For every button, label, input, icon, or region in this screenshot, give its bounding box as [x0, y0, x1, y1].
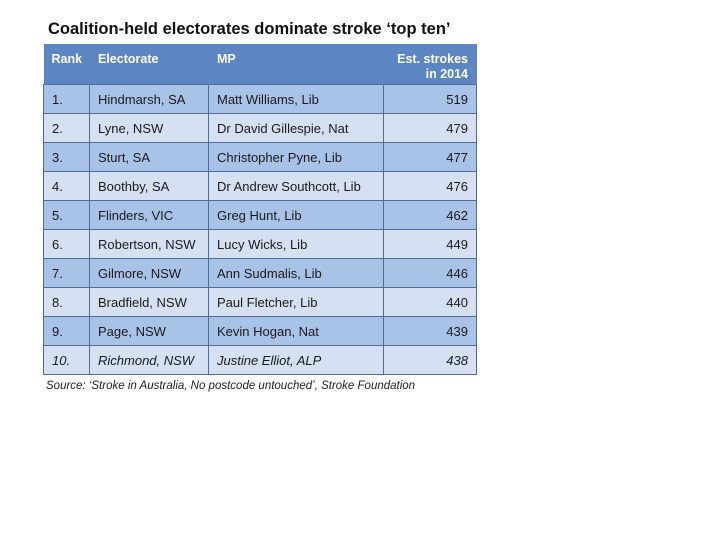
cell-mp: Paul Fletcher, Lib [208, 287, 384, 317]
cell-rank: 6. [43, 229, 90, 259]
header-rank: Rank [43, 44, 90, 85]
cell-rank: 4. [43, 171, 90, 201]
cell-electorate: Hindmarsh, SA [89, 84, 209, 114]
table-row: 8. Bradfield, NSW Paul Fletcher, Lib 440 [43, 287, 477, 317]
cell-strokes: 446 [383, 258, 477, 288]
cell-electorate: Robertson, NSW [89, 229, 209, 259]
header-strokes-line2: in 2014 [425, 67, 468, 81]
header-strokes: Est. strokes in 2014 [383, 44, 477, 85]
table-header-row: Rank Electorate MP Est. strokes in 2014 [43, 44, 477, 85]
cell-electorate: Page, NSW [89, 316, 209, 346]
cell-strokes: 477 [383, 142, 477, 172]
cell-rank: 7. [43, 258, 90, 288]
cell-strokes: 462 [383, 200, 477, 230]
cell-rank: 9. [43, 316, 90, 346]
cell-strokes: 438 [383, 345, 477, 375]
cell-strokes: 476 [383, 171, 477, 201]
cell-electorate: Bradfield, NSW [89, 287, 209, 317]
cell-rank: 8. [43, 287, 90, 317]
cell-rank: 1. [43, 84, 90, 114]
cell-electorate: Sturt, SA [89, 142, 209, 172]
cell-rank: 3. [43, 142, 90, 172]
cell-mp: Lucy Wicks, Lib [208, 229, 384, 259]
cell-mp: Ann Sudmalis, Lib [208, 258, 384, 288]
stroke-table: Rank Electorate MP Est. strokes in 2014 … [43, 44, 477, 375]
cell-mp: Kevin Hogan, Nat [208, 316, 384, 346]
table-row: 3. Sturt, SA Christopher Pyne, Lib 477 [43, 142, 477, 172]
cell-electorate: Flinders, VIC [89, 200, 209, 230]
table-row: 4. Boothby, SA Dr Andrew Southcott, Lib 476 [43, 171, 477, 201]
cell-rank: 2. [43, 113, 90, 143]
cell-strokes: 440 [383, 287, 477, 317]
cell-mp: Dr David Gillespie, Nat [208, 113, 384, 143]
cell-strokes: 479 [383, 113, 477, 143]
cell-electorate: Lyne, NSW [89, 113, 209, 143]
cell-mp: Dr Andrew Southcott, Lib [208, 171, 384, 201]
header-strokes-line1: Est. strokes [397, 52, 468, 66]
cell-rank: 10. [43, 345, 90, 375]
cell-electorate: Richmond, NSW [89, 345, 209, 375]
cell-electorate: Boothby, SA [89, 171, 209, 201]
cell-mp: Matt Williams, Lib [208, 84, 384, 114]
table-row: 9. Page, NSW Kevin Hogan, Nat 439 [43, 316, 477, 346]
cell-electorate: Gilmore, NSW [89, 258, 209, 288]
cell-mp: Christopher Pyne, Lib [208, 142, 384, 172]
table-row: 2. Lyne, NSW Dr David Gillespie, Nat 479 [43, 113, 477, 143]
cell-mp: Justine Elliot, ALP [208, 345, 384, 375]
table-row: 10. Richmond, NSW Justine Elliot, ALP 438 [43, 345, 477, 375]
header-mp: MP [208, 44, 384, 85]
table-body: 1. Hindmarsh, SA Matt Williams, Lib 519 2. Ly… [43, 84, 477, 375]
table-row: 6. Robertson, NSW Lucy Wicks, Lib 449 [43, 229, 477, 259]
cell-rank: 5. [43, 200, 90, 230]
cell-strokes: 449 [383, 229, 477, 259]
header-electorate: Electorate [89, 44, 209, 85]
table-row: 5. Flinders, VIC Greg Hunt, Lib 462 [43, 200, 477, 230]
table-row: 1. Hindmarsh, SA Matt Williams, Lib 519 [43, 84, 477, 114]
cell-strokes: 439 [383, 316, 477, 346]
cell-strokes: 519 [383, 84, 477, 114]
source-note: Source: ‘Stroke in Australia, No postcod… [46, 380, 416, 392]
cell-mp: Greg Hunt, Lib [208, 200, 384, 230]
table-row: 7. Gilmore, NSW Ann Sudmalis, Lib 446 [43, 258, 477, 288]
table-title: Coalition-held electorates dominate stro… [48, 20, 451, 38]
